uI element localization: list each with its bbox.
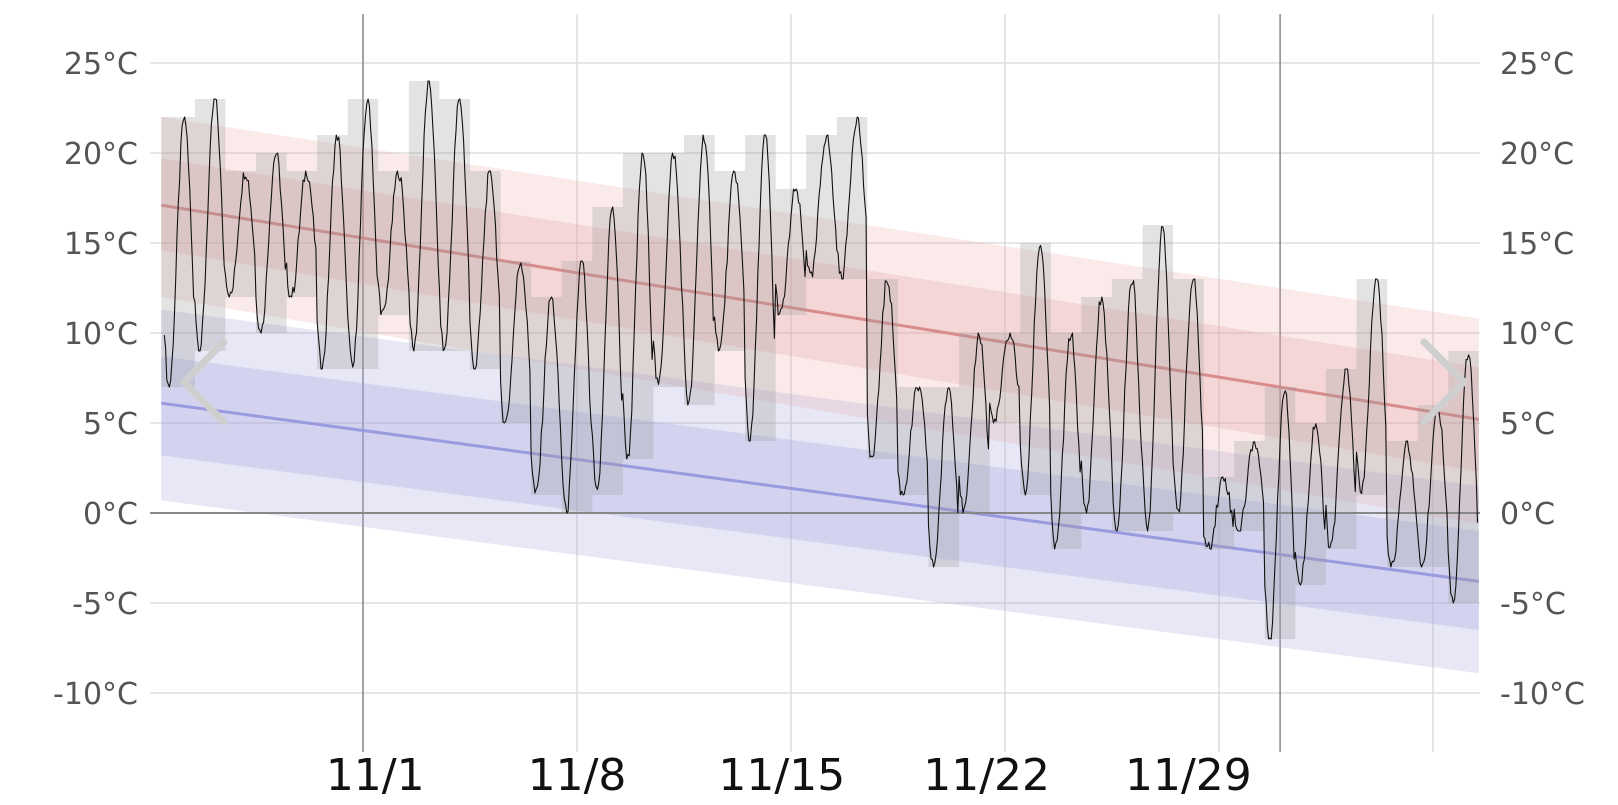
daily-range-box bbox=[256, 153, 287, 333]
y-tick-label-left: 0°C bbox=[83, 497, 138, 532]
x-tick-label: 11/1 bbox=[326, 750, 425, 801]
daily-range-box bbox=[1295, 423, 1326, 585]
y-tick-label-right: 20°C bbox=[1500, 137, 1574, 172]
normal-low-bands bbox=[161, 309, 1480, 674]
x-tick-label: 11/15 bbox=[718, 750, 845, 801]
y-tick-labels-left: 25°C 20°C 15°C 10°C 5°C 0°C -5°C -10°C bbox=[53, 47, 138, 712]
daily-range-box bbox=[928, 387, 960, 567]
daily-range-box bbox=[1387, 441, 1418, 567]
normal-high-bands bbox=[160, 117, 1480, 524]
daily-range-box bbox=[317, 135, 348, 369]
y-tick-label-right: 10°C bbox=[1500, 317, 1574, 352]
y-tick-label-right: -5°C bbox=[1500, 587, 1566, 622]
y-tick-label-left: -10°C bbox=[53, 677, 138, 712]
hourly-temperature-trace bbox=[163, 80, 1479, 640]
daily-range-box bbox=[775, 189, 807, 315]
daily-range-box bbox=[531, 297, 562, 495]
x-tick-label: 11/22 bbox=[923, 750, 1050, 801]
daily-range-box bbox=[745, 135, 776, 441]
normal-high-p25-p75-band bbox=[161, 158, 1479, 472]
daily-range-box bbox=[500, 261, 532, 423]
daily-range-box bbox=[1142, 225, 1174, 531]
y-tick-label-left: 20°C bbox=[64, 137, 138, 172]
daily-range-box bbox=[592, 207, 623, 495]
y-tick-label-right: 0°C bbox=[1500, 497, 1555, 532]
daily-range-box bbox=[806, 135, 837, 279]
daily-range-box bbox=[469, 171, 501, 369]
x-tick-label: 11/8 bbox=[528, 750, 627, 801]
daily-range-box bbox=[1050, 333, 1082, 549]
daily-range-box bbox=[1081, 297, 1112, 513]
y-tick-label-right: 5°C bbox=[1500, 407, 1555, 442]
y-tick-label-right: 25°C bbox=[1500, 47, 1574, 82]
temperature-trace-line bbox=[163, 80, 1479, 640]
daily-range-box bbox=[1417, 405, 1449, 567]
chevron-left-icon[interactable] bbox=[168, 330, 238, 430]
daily-range-box bbox=[1111, 279, 1143, 531]
daily-range-boxes bbox=[161, 81, 1479, 639]
y-tick-label-right: -10°C bbox=[1500, 677, 1585, 712]
daily-range-box bbox=[1020, 243, 1051, 495]
daily-range-box bbox=[439, 99, 470, 351]
y-tick-label-left: 25°C bbox=[64, 47, 138, 82]
y-tick-label-left: 15°C bbox=[64, 227, 138, 262]
x-tick-label: 11/29 bbox=[1125, 750, 1252, 801]
normal-low-mean-line bbox=[161, 401, 1480, 583]
daily-range-box bbox=[867, 279, 898, 459]
daily-range-box bbox=[1173, 279, 1204, 513]
daily-range-box bbox=[561, 261, 593, 513]
daily-range-box bbox=[622, 153, 654, 459]
daily-range-box bbox=[161, 117, 195, 387]
daily-range-box bbox=[683, 135, 715, 405]
y-tick-labels-right: 25°C 20°C 15°C 10°C 5°C 0°C -5°C -10°C bbox=[1500, 47, 1585, 712]
y-tick-label-right: 15°C bbox=[1500, 227, 1574, 262]
daily-range-box bbox=[378, 171, 409, 315]
y-tick-label-left: 10°C bbox=[64, 317, 138, 352]
daily-range-box bbox=[225, 171, 257, 297]
y-tick-label-left: -5°C bbox=[72, 587, 138, 622]
daily-range-box bbox=[408, 81, 440, 351]
normal-high-mean-line bbox=[160, 203, 1480, 421]
daily-range-box bbox=[1356, 279, 1388, 495]
x-tick-labels: 11/1 11/8 11/15 11/22 11/29 bbox=[326, 750, 1252, 801]
daily-range-box bbox=[959, 333, 990, 513]
daily-range-box bbox=[347, 99, 379, 369]
daily-range-box bbox=[194, 99, 226, 351]
daily-range-box bbox=[836, 117, 868, 279]
daily-range-box bbox=[653, 153, 684, 387]
chevron-right-icon[interactable] bbox=[1410, 330, 1480, 430]
y-tick-label-left: 5°C bbox=[83, 407, 138, 442]
daily-range-box bbox=[1325, 369, 1357, 549]
normal-high-p10-p90-band bbox=[161, 117, 1479, 524]
